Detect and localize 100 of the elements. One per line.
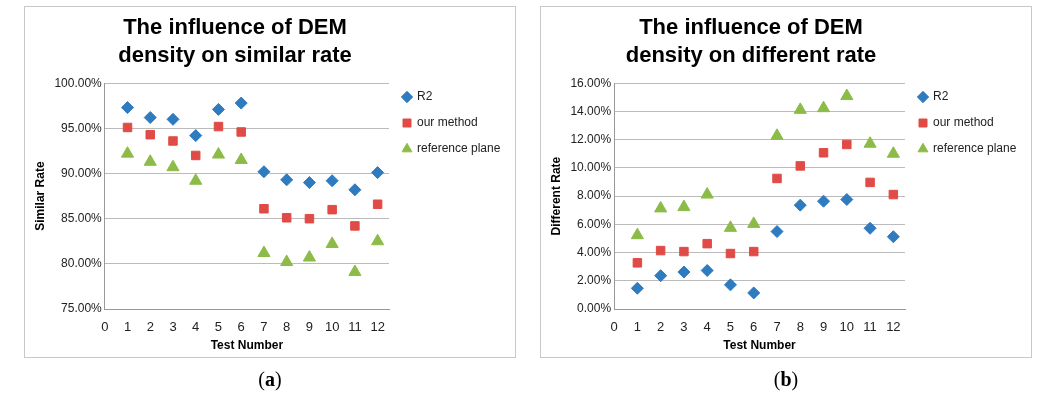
- y-tick-label: 16.00%: [570, 75, 612, 90]
- y-axis-title: Different Rate: [548, 156, 563, 236]
- point: [747, 216, 761, 228]
- point: [863, 136, 877, 148]
- point: [280, 173, 294, 187]
- x-axis-title: Test Number: [723, 338, 797, 353]
- point: [700, 263, 714, 277]
- x-axis-title: Test Number: [210, 338, 284, 353]
- point: [886, 230, 900, 244]
- x-tick-label: 1: [123, 319, 132, 335]
- x-tick-label: 11: [863, 319, 877, 335]
- point: [840, 192, 854, 206]
- point: [632, 258, 643, 268]
- y-tick-label: 6.00%: [577, 216, 612, 231]
- point: [888, 189, 899, 200]
- x-tick-label: 4: [703, 319, 711, 335]
- point: [654, 269, 668, 283]
- x-tick-label: 9: [819, 319, 828, 335]
- point: [325, 174, 339, 188]
- legend-label: our method: [933, 115, 994, 130]
- point: [234, 96, 248, 110]
- legend-label: reference plane: [417, 141, 501, 156]
- x-tick-label: 10: [324, 319, 340, 335]
- point: [371, 166, 385, 180]
- x-tick-label: 0: [610, 319, 618, 335]
- y-axis-title: Similar Rate: [32, 161, 47, 231]
- point: [795, 161, 806, 171]
- x-tick-label: 12: [370, 319, 385, 335]
- point: [166, 159, 180, 172]
- y-tick-label: 85.00%: [61, 210, 103, 225]
- point: [725, 248, 736, 259]
- point: [677, 265, 691, 279]
- point: [304, 213, 315, 224]
- point: [630, 227, 644, 240]
- point: [189, 173, 203, 185]
- point: [280, 254, 294, 267]
- y-tick-label: 80.00%: [61, 256, 103, 271]
- point: [702, 238, 712, 249]
- y-tick-label: 14.00%: [570, 103, 612, 118]
- chart-title: The influence of DEM density on different rate: [624, 13, 878, 69]
- point: [257, 245, 271, 257]
- point: [120, 146, 135, 158]
- point: [122, 122, 133, 133]
- point: [793, 198, 807, 212]
- point: [842, 139, 852, 150]
- x-tick-label: 9: [305, 319, 314, 335]
- point: [677, 199, 691, 212]
- point: [748, 246, 759, 257]
- point: [371, 233, 385, 246]
- x-tick-label: 5: [214, 319, 223, 335]
- point: [189, 129, 203, 143]
- point: [818, 148, 829, 158]
- point: [700, 187, 714, 199]
- point: [281, 213, 292, 223]
- point: [211, 102, 225, 116]
- x-tick-label: 10: [839, 319, 855, 335]
- point: [770, 225, 784, 239]
- legend-label: R2: [933, 89, 949, 104]
- point: [372, 199, 383, 209]
- point: [793, 102, 807, 114]
- point: [679, 246, 689, 257]
- x-tick-label: 7: [773, 319, 781, 335]
- text: (a): [257, 368, 283, 391]
- point: [348, 264, 362, 276]
- x-tick-label: 1: [633, 319, 641, 335]
- y-tick-label: 12.00%: [570, 131, 612, 146]
- x-tick-label: 2: [146, 319, 154, 335]
- point: [121, 101, 135, 115]
- point: [143, 111, 157, 125]
- point: [236, 127, 246, 137]
- point: [257, 165, 271, 179]
- point: [772, 173, 782, 184]
- point: [168, 136, 178, 146]
- point: [302, 250, 316, 262]
- point: [234, 152, 248, 164]
- legend-label: reference plane: [933, 141, 1017, 156]
- point: [211, 147, 226, 159]
- point: [816, 100, 831, 113]
- legend-label: our method: [417, 115, 478, 130]
- x-tick-label: 11: [348, 319, 362, 335]
- point: [325, 236, 339, 248]
- point: [259, 204, 269, 214]
- point: [327, 204, 337, 215]
- x-tick-label: 6: [750, 319, 758, 335]
- y-tick-label: 95.00%: [61, 120, 103, 135]
- y-tick-label: 90.00%: [61, 165, 103, 180]
- y-tick-label: 0.00%: [577, 301, 612, 316]
- x-tick-label: 12: [886, 319, 901, 335]
- point: [348, 183, 362, 197]
- y-tick-label: 75.00%: [61, 301, 103, 316]
- chart-title: The influence of DEM density on similar rate: [117, 13, 353, 69]
- point: [654, 200, 668, 213]
- point: [865, 177, 875, 188]
- point: [723, 220, 738, 232]
- x-tick-label: 8: [796, 319, 804, 335]
- point: [213, 121, 224, 132]
- x-tick-label: 8: [283, 319, 291, 335]
- y-tick-label: 8.00%: [577, 188, 612, 203]
- x-tick-label: 3: [680, 319, 688, 335]
- x-tick-label: 5: [726, 319, 735, 335]
